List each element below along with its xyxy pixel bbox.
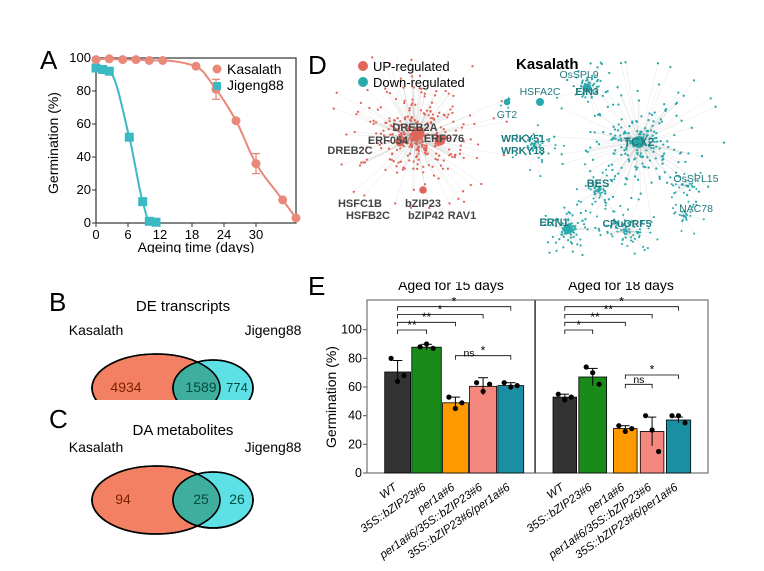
svg-text:**: ** [422, 310, 432, 324]
svg-text:Aged for 15 days: Aged for 15 days [398, 282, 504, 293]
svg-text:ns: ns [463, 348, 474, 360]
svg-text:Jigeng88: Jigeng88 [245, 322, 302, 338]
svg-text:ns: ns [633, 374, 644, 386]
svg-text:4934: 4934 [110, 379, 141, 395]
svg-text:OsSPL15: OsSPL15 [674, 173, 719, 185]
svg-text:DA metabolites: DA metabolites [133, 422, 234, 439]
svg-text:0: 0 [355, 466, 362, 480]
svg-text:bZIP42: bZIP42 [408, 210, 444, 222]
svg-text:**: ** [590, 310, 600, 324]
svg-text:ERF054: ERF054 [368, 135, 409, 147]
svg-text:Jigeng88: Jigeng88 [227, 77, 284, 93]
svg-text:RAV1: RAV1 [448, 210, 477, 222]
svg-text:60: 60 [348, 380, 362, 394]
svg-text:Jigeng88: Jigeng88 [245, 439, 302, 455]
svg-text:Kasalath: Kasalath [227, 61, 281, 77]
svg-text:**: ** [604, 302, 614, 316]
svg-text:80: 80 [348, 351, 362, 365]
svg-text:Ageing time (days): Ageing time (days) [138, 239, 255, 253]
svg-text:*: * [481, 344, 486, 358]
svg-text:GT2: GT2 [497, 109, 518, 121]
svg-text:*: * [619, 295, 624, 309]
svg-text:*: * [576, 318, 581, 332]
svg-text:ERN1: ERN1 [539, 217, 568, 229]
svg-text:**: ** [407, 318, 417, 332]
svg-text:Kasalath: Kasalath [69, 322, 123, 338]
svg-text:DE transcripts: DE transcripts [136, 298, 230, 315]
svg-text:NAC78: NAC78 [679, 203, 713, 215]
svg-text:DREB2C: DREB2C [327, 145, 372, 157]
svg-text:40: 40 [348, 409, 362, 423]
svg-text:0: 0 [84, 215, 91, 230]
svg-text:UP-regulated: UP-regulated [373, 59, 450, 74]
svg-text:100: 100 [341, 323, 362, 337]
svg-text:WRKY13: WRKY13 [501, 145, 545, 157]
svg-text:1589: 1589 [185, 379, 216, 395]
svg-text:*: * [650, 363, 655, 377]
svg-text:94: 94 [115, 491, 131, 507]
svg-text:bZIP23: bZIP23 [405, 198, 441, 210]
svg-text:*: * [452, 295, 457, 309]
svg-text:20: 20 [348, 437, 362, 451]
svg-text:*: * [438, 302, 443, 316]
svg-text:EIN3: EIN3 [575, 86, 599, 98]
svg-text:CPuORF5: CPuORF5 [602, 218, 651, 230]
svg-text:40: 40 [77, 149, 91, 164]
svg-text:HSFC1B: HSFC1B [338, 198, 382, 210]
svg-text:Kasalath: Kasalath [69, 439, 123, 455]
svg-text:Aged for 18 days: Aged for 18 days [568, 282, 674, 293]
svg-text:0: 0 [92, 227, 99, 242]
svg-text:WRKY51: WRKY51 [501, 133, 545, 145]
svg-text:TCX2: TCX2 [624, 135, 655, 149]
svg-text:ERF076: ERF076 [424, 133, 464, 145]
svg-text:BES: BES [587, 178, 610, 190]
svg-text:HSFA2C: HSFA2C [520, 86, 561, 98]
svg-text:Kasalath: Kasalath [516, 56, 579, 73]
svg-text:Down-regulated: Down-regulated [373, 75, 465, 90]
svg-text:6: 6 [124, 227, 131, 242]
svg-text:26: 26 [229, 491, 245, 507]
svg-text:Germination (%): Germination (%) [326, 346, 339, 448]
svg-text:20: 20 [77, 182, 91, 197]
svg-text:25: 25 [193, 491, 209, 507]
svg-text:HSFB2C: HSFB2C [346, 210, 390, 222]
svg-text:80: 80 [77, 83, 91, 98]
svg-text:60: 60 [77, 116, 91, 131]
svg-text:774: 774 [226, 380, 248, 395]
svg-text:100: 100 [69, 50, 91, 65]
svg-text:Germination (%): Germination (%) [45, 92, 61, 194]
